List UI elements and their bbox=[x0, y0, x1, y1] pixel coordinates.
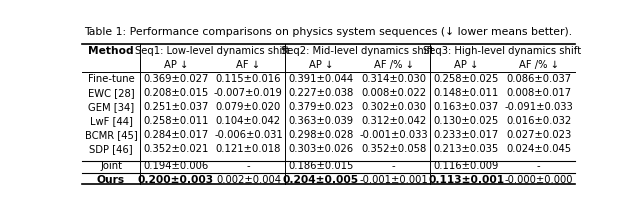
Text: 0.204±0.005: 0.204±0.005 bbox=[283, 175, 359, 185]
Text: Joint: Joint bbox=[100, 161, 122, 171]
Text: 0.079±0.020: 0.079±0.020 bbox=[216, 102, 281, 112]
Text: -: - bbox=[392, 161, 396, 171]
Text: EWC [28]: EWC [28] bbox=[88, 88, 134, 98]
Text: 0.200±0.003: 0.200±0.003 bbox=[138, 175, 214, 185]
Text: Table 1: Performance comparisons on physics system sequences (↓ lower means bett: Table 1: Performance comparisons on phys… bbox=[84, 27, 572, 37]
Text: 0.258±0.011: 0.258±0.011 bbox=[143, 116, 209, 126]
Text: 0.148±0.011: 0.148±0.011 bbox=[433, 88, 499, 98]
Text: 0.251±0.037: 0.251±0.037 bbox=[143, 102, 209, 112]
Text: 0.303±0.026: 0.303±0.026 bbox=[289, 144, 353, 154]
Text: 0.121±0.018: 0.121±0.018 bbox=[216, 144, 281, 154]
Text: 0.086±0.037: 0.086±0.037 bbox=[506, 74, 572, 84]
Text: AF /% ↓: AF /% ↓ bbox=[518, 60, 559, 70]
Text: -0.091±0.033: -0.091±0.033 bbox=[504, 102, 573, 112]
Text: 0.116±0.009: 0.116±0.009 bbox=[433, 161, 499, 171]
Text: AF ↓: AF ↓ bbox=[236, 60, 260, 70]
Text: 0.008±0.017: 0.008±0.017 bbox=[506, 88, 572, 98]
Text: SDP [46]: SDP [46] bbox=[89, 144, 133, 154]
Text: Fine-tune: Fine-tune bbox=[88, 74, 134, 84]
Text: 0.024±0.045: 0.024±0.045 bbox=[506, 144, 572, 154]
Text: 0.352±0.058: 0.352±0.058 bbox=[361, 144, 426, 154]
Text: 0.194±0.006: 0.194±0.006 bbox=[143, 161, 209, 171]
Text: 0.213±0.035: 0.213±0.035 bbox=[433, 144, 499, 154]
Text: 0.312±0.042: 0.312±0.042 bbox=[361, 116, 426, 126]
Text: Ours: Ours bbox=[97, 175, 125, 185]
Text: -0.007±0.019: -0.007±0.019 bbox=[214, 88, 283, 98]
Text: AP ↓: AP ↓ bbox=[164, 60, 188, 70]
Text: Seq3: High-level dynamics shift: Seq3: High-level dynamics shift bbox=[424, 46, 582, 56]
Text: 0.113±0.001: 0.113±0.001 bbox=[428, 175, 504, 185]
Text: -: - bbox=[246, 161, 250, 171]
Text: 0.016±0.032: 0.016±0.032 bbox=[506, 116, 572, 126]
Text: 0.186±0.015: 0.186±0.015 bbox=[288, 161, 354, 171]
Text: Method: Method bbox=[88, 46, 134, 56]
Text: -0.006±0.031: -0.006±0.031 bbox=[214, 130, 283, 140]
Text: 0.284±0.017: 0.284±0.017 bbox=[143, 130, 209, 140]
Text: 0.130±0.025: 0.130±0.025 bbox=[433, 116, 499, 126]
Text: BCMR [45]: BCMR [45] bbox=[84, 130, 138, 140]
Text: GEM [34]: GEM [34] bbox=[88, 102, 134, 112]
Text: 0.208±0.015: 0.208±0.015 bbox=[143, 88, 209, 98]
Text: 0.227±0.038: 0.227±0.038 bbox=[289, 88, 353, 98]
Text: 0.002±0.004: 0.002±0.004 bbox=[216, 175, 281, 185]
Text: 0.314±0.030: 0.314±0.030 bbox=[361, 74, 426, 84]
Text: Seq2: Mid-level dynamics shift: Seq2: Mid-level dynamics shift bbox=[281, 46, 434, 56]
Text: 0.379±0.023: 0.379±0.023 bbox=[289, 102, 353, 112]
Text: -0.001±0.001: -0.001±0.001 bbox=[359, 175, 428, 185]
Text: -0.001±0.033: -0.001±0.033 bbox=[359, 130, 428, 140]
Text: 0.008±0.022: 0.008±0.022 bbox=[361, 88, 426, 98]
Text: AP ↓: AP ↓ bbox=[454, 60, 478, 70]
Text: 0.115±0.016: 0.115±0.016 bbox=[216, 74, 281, 84]
Text: 0.258±0.025: 0.258±0.025 bbox=[433, 74, 499, 84]
Text: 0.233±0.017: 0.233±0.017 bbox=[433, 130, 499, 140]
Text: 0.363±0.039: 0.363±0.039 bbox=[289, 116, 353, 126]
Text: LwF [44]: LwF [44] bbox=[90, 116, 132, 126]
Text: 0.298±0.028: 0.298±0.028 bbox=[289, 130, 353, 140]
Text: AP ↓: AP ↓ bbox=[308, 60, 333, 70]
Text: 0.391±0.044: 0.391±0.044 bbox=[289, 74, 353, 84]
Text: AF /% ↓: AF /% ↓ bbox=[374, 60, 413, 70]
Text: 0.302±0.030: 0.302±0.030 bbox=[361, 102, 426, 112]
Text: Seq1: Low-level dynamics shift: Seq1: Low-level dynamics shift bbox=[135, 46, 289, 56]
Text: 0.027±0.023: 0.027±0.023 bbox=[506, 130, 572, 140]
Text: -: - bbox=[537, 161, 541, 171]
Text: 0.369±0.027: 0.369±0.027 bbox=[143, 74, 209, 84]
Text: 0.163±0.037: 0.163±0.037 bbox=[433, 102, 499, 112]
Text: 0.352±0.021: 0.352±0.021 bbox=[143, 144, 209, 154]
Text: 0.104±0.042: 0.104±0.042 bbox=[216, 116, 281, 126]
Text: -0.000±0.000: -0.000±0.000 bbox=[504, 175, 573, 185]
